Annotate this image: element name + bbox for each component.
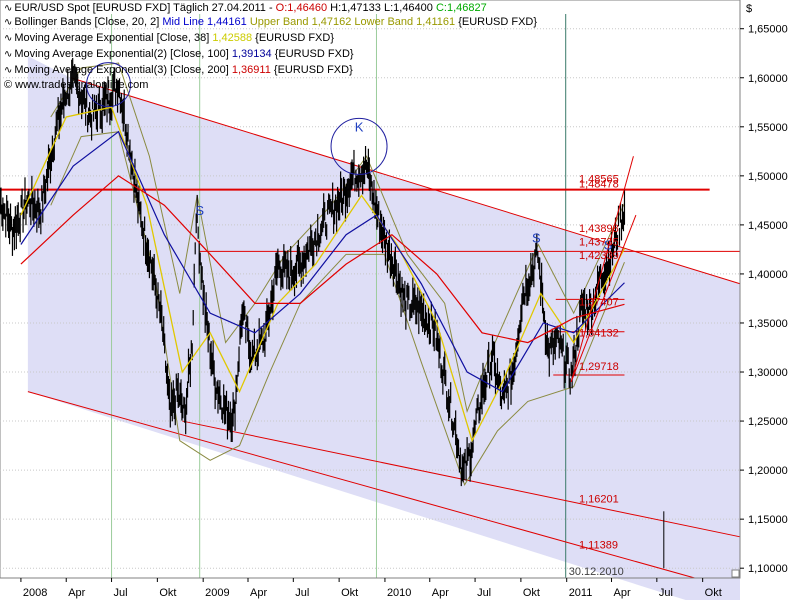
y-tick-label: 1,65000 xyxy=(748,24,788,36)
x-tick-label: 2010 xyxy=(387,587,411,599)
price-level-label: 1,37407 xyxy=(579,296,619,308)
pattern-label: K xyxy=(355,120,364,135)
x-tick-label: Okt xyxy=(523,587,540,599)
copyright-text: © www.tradesignalonline.com xyxy=(4,79,149,91)
x-tick-label: Jul xyxy=(114,587,128,599)
pattern-label: S xyxy=(532,231,541,246)
x-tick-label: Jul xyxy=(659,587,673,599)
x-tick-label: Okt xyxy=(159,587,176,599)
x-tick-label: Apr xyxy=(614,587,631,599)
x-tick-label: Apr xyxy=(68,587,85,599)
series-icon: ∿ xyxy=(4,17,13,28)
series-icon: ∿ xyxy=(4,3,13,14)
x-tick-label: Apr xyxy=(432,587,449,599)
price-level-label: 1,16201 xyxy=(579,493,619,505)
header-date: 27.04.2011 xyxy=(211,2,266,14)
legend-value: Mid Line 1,44161 xyxy=(162,16,250,28)
ema-100-line xyxy=(20,130,625,393)
trend-channel-fill xyxy=(27,56,740,600)
series-icon: ∿ xyxy=(4,49,13,60)
pattern-label: S xyxy=(195,203,204,218)
legend-value: {EURUSD FXD} xyxy=(255,32,334,44)
series-icon: ∿ xyxy=(4,65,13,76)
price-level-label: 1,11389 xyxy=(579,540,618,552)
x-tick-label: Okt xyxy=(341,587,358,599)
y-tick-label: 1,40000 xyxy=(748,269,788,281)
ema-38-line xyxy=(20,106,626,443)
x-tick-label: 2011 xyxy=(569,587,593,599)
open-value: 1,46460 xyxy=(287,2,328,14)
legend-label: Bollinger Bands [Close, 20, 2] xyxy=(14,16,163,28)
y-tick-label: 1,20000 xyxy=(748,465,788,477)
y-tick-label: 1,10000 xyxy=(748,563,788,575)
y-tick-label: 1,15000 xyxy=(748,514,788,526)
price-level-label: 1,34132 xyxy=(579,328,619,340)
x-tick-label: 2008 xyxy=(23,587,47,599)
ema-200-line xyxy=(20,175,625,344)
legend-value: 1,39134 xyxy=(231,48,275,60)
legend-label: Moving Average Exponential(2) [Close, 10… xyxy=(14,48,232,60)
high-label: H: xyxy=(330,2,342,14)
legend-entry: ∿ Moving Average Exponential(3) [Close, 2… xyxy=(4,63,353,78)
legend-value: Upper Band 1,47162 xyxy=(249,16,355,28)
legend-value: 1,42588 xyxy=(212,32,256,44)
channel-line xyxy=(27,391,695,579)
y-tick-label: 1,50000 xyxy=(748,171,788,183)
y-tick-label: 1,30000 xyxy=(748,367,788,379)
legend-entry: ∿ Moving Average Exponential [Close, 38] … xyxy=(4,31,334,46)
price-level-label: 1,43898 xyxy=(579,223,619,235)
legend-entry: ∿ Moving Average Exponential(2) [Close, 1… xyxy=(4,47,354,62)
trend-line xyxy=(570,214,637,383)
open-label: O: xyxy=(275,2,288,14)
high-value: 1,47133 xyxy=(341,2,381,14)
head-circle xyxy=(330,117,388,175)
price-level-label: 1,48478 xyxy=(579,179,619,191)
legend-value: Lower Band 1,41161 xyxy=(354,16,459,28)
y-tick-label: 1,60000 xyxy=(748,73,788,85)
chart-title: EUR/USD Spot [EURUSD FXD] Täglich xyxy=(14,2,209,14)
x-tick-label: 2009 xyxy=(205,587,229,599)
legend-label: Moving Average Exponential [Close, 38] xyxy=(14,32,213,44)
low-value: 1,46400 xyxy=(393,2,433,14)
x-tick-label: Jul xyxy=(477,587,491,599)
legend-entry: ∿ Bollinger Bands [Close, 20, 2] Mid Line… xyxy=(4,15,537,30)
y-tick-label: 1,55000 xyxy=(748,122,788,134)
currency-symbol: $ xyxy=(746,3,752,15)
price-level-label: 1,43735 xyxy=(579,236,619,248)
legend-value: {EURUSD FXD} xyxy=(458,16,538,28)
trend-line xyxy=(570,156,634,382)
bollinger-upper-band xyxy=(50,62,625,413)
legend-label: Moving Average Exponential(3) [Close, 20… xyxy=(14,64,232,76)
legend-value: {EURUSD FXD} xyxy=(274,48,354,60)
x-tick-label: Apr xyxy=(250,587,267,599)
chart-title-line: ∿ EUR/USD Spot [EURUSD FXD] Täglich 27.04… xyxy=(4,2,487,14)
top-circle xyxy=(86,62,132,108)
marker-date-label: 30.12.2010 xyxy=(569,566,624,578)
price-level-label: 1,42339 xyxy=(579,250,619,262)
pattern-label: S xyxy=(604,237,613,252)
low-label: L: xyxy=(383,2,394,14)
legend-value: {EURUSD FXD} xyxy=(273,64,353,76)
y-tick-label: 1,25000 xyxy=(748,416,788,428)
price-level-label: 1,29718 xyxy=(579,361,619,373)
x-tick-label: Jul xyxy=(295,587,309,599)
close-label: C: xyxy=(435,2,447,14)
corner-grip-icon xyxy=(731,569,740,578)
close-value: 1,46827 xyxy=(446,2,487,14)
y-tick-label: 1,35000 xyxy=(748,318,788,330)
series-icon: ∿ xyxy=(4,33,13,44)
y-tick-label: 1,45000 xyxy=(748,220,788,232)
price-level-label: 1,48565 xyxy=(579,174,619,186)
legend-value: 1,36911 xyxy=(231,64,274,76)
channel-line xyxy=(70,77,741,285)
price-bars xyxy=(0,57,626,487)
x-tick-label: Okt xyxy=(705,587,722,599)
